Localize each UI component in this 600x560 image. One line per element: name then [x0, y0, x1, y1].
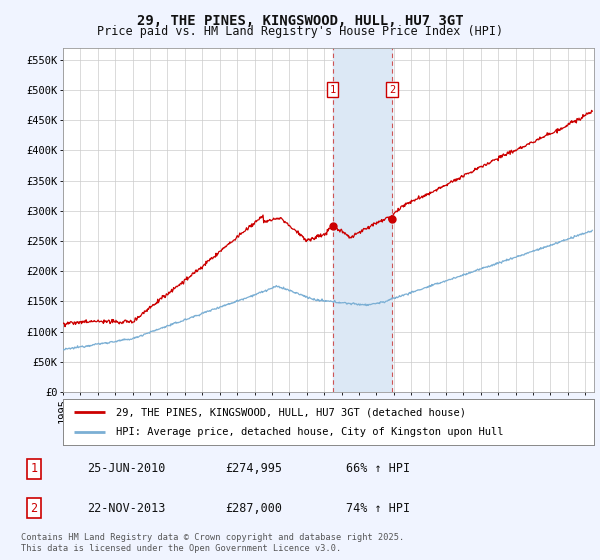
Bar: [332, 48, 392, 392]
Text: Contains HM Land Registry data © Crown copyright and database right 2025.
This d: Contains HM Land Registry data © Crown c…: [21, 533, 404, 553]
Text: 29, THE PINES, KINGSWOOD, HULL, HU7 3GT: 29, THE PINES, KINGSWOOD, HULL, HU7 3GT: [137, 14, 463, 28]
Text: £274,995: £274,995: [225, 462, 282, 475]
Text: 29, THE PINES, KINGSWOOD, HULL, HU7 3GT (detached house): 29, THE PINES, KINGSWOOD, HULL, HU7 3GT …: [116, 407, 466, 417]
Text: 1: 1: [31, 462, 37, 475]
Text: 1: 1: [329, 85, 335, 95]
Text: HPI: Average price, detached house, City of Kingston upon Hull: HPI: Average price, detached house, City…: [116, 427, 503, 437]
Text: 2: 2: [31, 502, 37, 515]
Text: Price paid vs. HM Land Registry's House Price Index (HPI): Price paid vs. HM Land Registry's House …: [97, 25, 503, 38]
Text: 22-NOV-2013: 22-NOV-2013: [87, 502, 165, 515]
Text: £287,000: £287,000: [225, 502, 282, 515]
Text: 66% ↑ HPI: 66% ↑ HPI: [346, 462, 410, 475]
Text: 25-JUN-2010: 25-JUN-2010: [87, 462, 165, 475]
Text: 74% ↑ HPI: 74% ↑ HPI: [346, 502, 410, 515]
Text: 2: 2: [389, 85, 395, 95]
